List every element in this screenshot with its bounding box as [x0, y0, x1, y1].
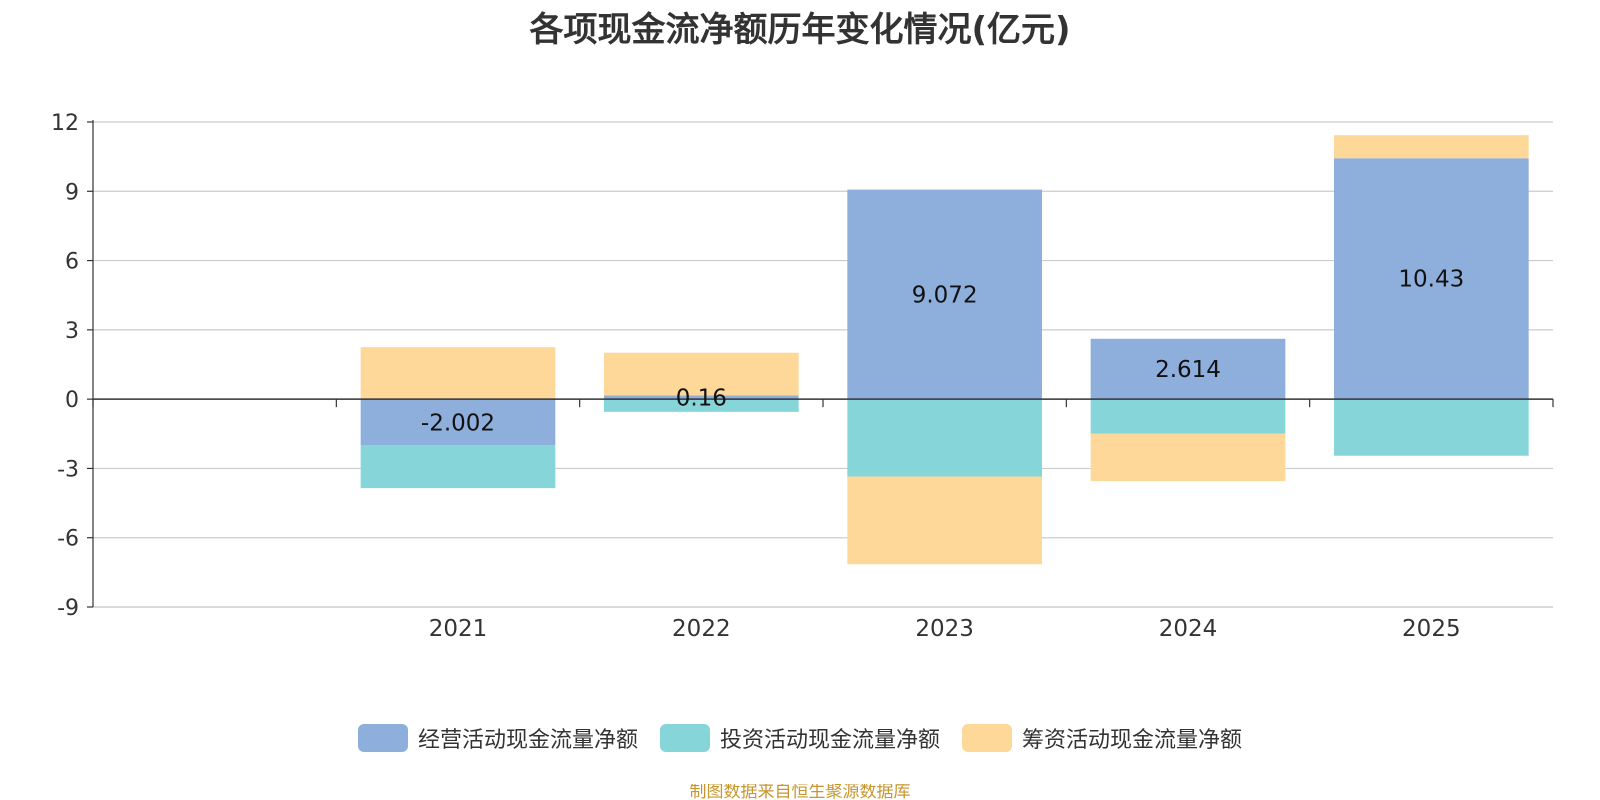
y-tick-label: 6 — [65, 250, 79, 275]
legend-label-operating: 经营活动现金流量净额 — [417, 728, 638, 753]
bar-s0-2024 — [1090, 338, 1286, 400]
y-tick-label: 9 — [65, 180, 79, 205]
bar-s0-2021 — [360, 399, 556, 446]
legend-item-operating[interactable]: 经营活动现金流量净额 — [357, 722, 638, 754]
data-label-2021: -2.002 — [421, 410, 495, 436]
legend-swatch-investing — [659, 724, 710, 752]
x-tick-label-2025: 2025 — [1402, 616, 1461, 642]
data-label-2025: 10.43 — [1398, 267, 1464, 293]
legend-swatch-operating — [357, 724, 408, 752]
bar-s2-2022 — [604, 352, 799, 396]
legend: 经营活动现金流量净额 投资活动现金流量净额 筹资活动现金流量净额 — [0, 722, 1600, 754]
y-tick-label: -6 — [57, 527, 79, 552]
label-layer: -2.002 0.16 9.072 2.614 10.43 — [421, 267, 1464, 437]
bar-s1-2023 — [847, 399, 1042, 477]
bar-s0-2025 — [1334, 158, 1529, 400]
bar-s1-2021 — [360, 445, 556, 489]
y-tick-label: -9 — [57, 596, 79, 621]
grid-layer — [93, 121, 1553, 608]
bar-layer — [360, 135, 1529, 565]
legend-label-financing: 筹资活动现金流量净额 — [1022, 728, 1243, 753]
bar-s1-2022 — [604, 399, 799, 412]
bar-s2-2025 — [1334, 135, 1529, 159]
axis-layer: 12 9 6 3 0 -3 -6 -9 2021 2022 2023 2024 2025 — [51, 111, 1554, 642]
bar-s2-2024 — [1090, 433, 1286, 482]
y-tick-label: 0 — [65, 388, 79, 413]
bar-s2-2023 — [847, 476, 1042, 565]
legend-swatch-financing — [962, 724, 1012, 752]
bar-s2-2021 — [360, 347, 556, 400]
legend-item-financing[interactable]: 筹资活动现金流量净额 — [962, 722, 1242, 754]
legend-item-investing[interactable]: 投资活动现金流量净额 — [659, 722, 940, 754]
legend-label-investing: 投资活动现金流量净额 — [719, 728, 940, 753]
x-tick-label-2021: 2021 — [429, 616, 488, 642]
y-tick-label: -3 — [57, 457, 79, 482]
data-label-2022: 0.16 — [676, 385, 727, 411]
x-tick-label-2022: 2022 — [672, 616, 731, 642]
y-tick-label: 12 — [51, 111, 79, 136]
chart-title: 各项现金流净额历年变化情况(亿元) — [529, 10, 1071, 50]
data-label-2024: 2.614 — [1155, 357, 1221, 383]
bar-s1-2024 — [1090, 399, 1286, 434]
x-tick-label-2023: 2023 — [915, 616, 974, 642]
y-tick-label: 3 — [65, 319, 79, 344]
source-note: 制图数据来自恒生聚源数据库 — [689, 784, 911, 800]
data-label-2023: 9.072 — [912, 282, 978, 308]
bar-s1-2025 — [1334, 399, 1529, 456]
bar-s0-2022 — [604, 395, 799, 400]
bar-s0-2023 — [847, 189, 1042, 400]
x-tick-label-2024: 2024 — [1159, 616, 1218, 642]
